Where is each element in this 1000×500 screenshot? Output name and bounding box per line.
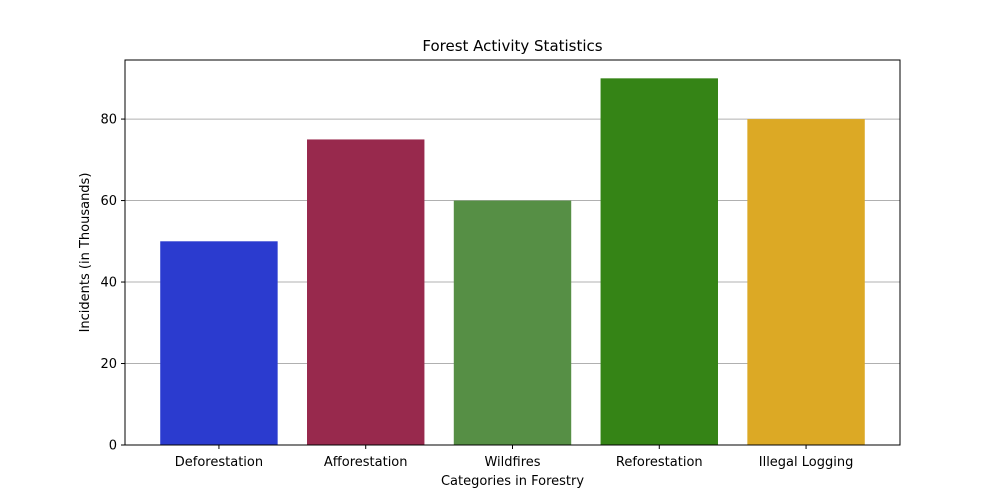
y-tick-label: 40 <box>100 276 117 291</box>
bar-illegal-logging <box>747 119 865 446</box>
x-tick-label: Illegal Logging <box>759 455 854 470</box>
bar-deforestation <box>160 241 278 445</box>
x-axis-ticks: Deforestation Afforestation Wildfires Refor… <box>175 445 854 470</box>
y-tick-label: 0 <box>109 439 117 454</box>
y-tick-label: 60 <box>100 194 117 209</box>
y-axis-ticks: 0 20 40 60 80 <box>100 113 125 454</box>
chart-title: Forest Activity Statistics <box>422 37 602 55</box>
x-tick-label: Afforestation <box>324 455 408 470</box>
bar-reforestation <box>600 78 718 445</box>
bar-wildfires <box>453 200 572 445</box>
x-tick-label: Reforestation <box>616 455 703 470</box>
x-tick-label: Wildfires <box>484 455 540 470</box>
x-tick-label: Deforestation <box>175 455 263 470</box>
y-axis-label: Incidents (in Thousands) <box>78 173 93 333</box>
y-tick-label: 80 <box>100 113 117 128</box>
x-axis-label: Categories in Forestry <box>441 474 584 489</box>
bars <box>160 78 865 446</box>
y-tick-label: 20 <box>100 357 117 372</box>
bar-afforestation <box>307 139 425 445</box>
